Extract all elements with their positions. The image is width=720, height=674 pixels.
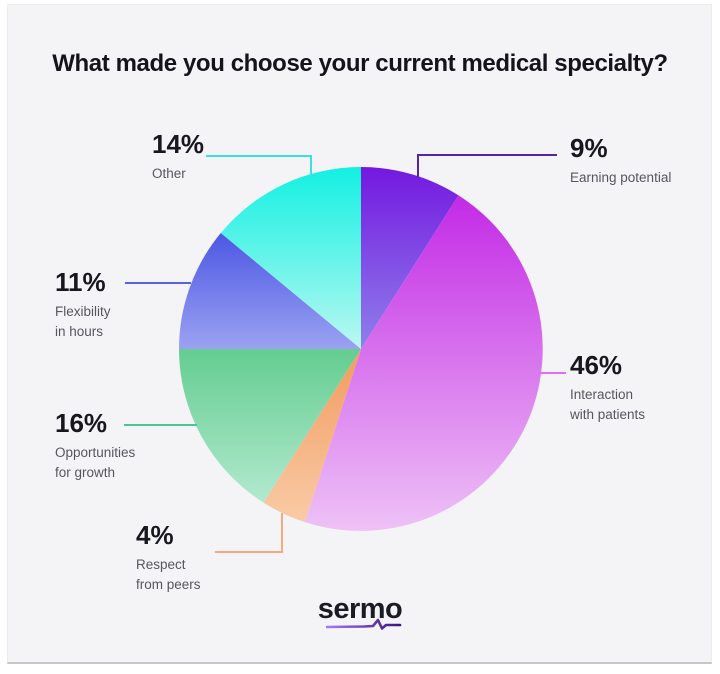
category-label: Opportunities for growth: [55, 445, 136, 480]
percent-label: 11%: [55, 267, 106, 297]
pie-slice-flexibility-in-hours: [179, 233, 361, 349]
category-label: Interaction with patients: [570, 387, 646, 422]
chart-title: What made you choose your current medica…: [52, 50, 668, 77]
percent-label: 4%: [136, 520, 174, 550]
callout-opportunities-for-growth: 16% Opportunities for growth: [55, 410, 135, 483]
pie-chart: [179, 167, 543, 531]
category-label: Other: [152, 166, 186, 181]
sermo-logo: sermo: [317, 593, 403, 625]
category-label: Flexibility in hours: [55, 304, 111, 339]
category-label: Respect from peers: [136, 557, 201, 592]
callout-flexibility-in-hours: 11% Flexibility in hours: [55, 269, 111, 342]
pie-slice-interaction-with-patients: [304, 195, 543, 531]
callout-earning-potential: 9% Earning potential: [570, 135, 671, 188]
pie-slice-respect-from-peers: [263, 349, 361, 523]
callout-other: 14% Other: [152, 131, 204, 184]
callout-interaction-with-patients: 46% Interaction with patients: [570, 352, 645, 425]
percent-label: 16%: [55, 408, 108, 438]
percent-label: 14%: [152, 129, 205, 159]
pie-slice-other: [220, 167, 361, 349]
pulse-underline-icon: [325, 618, 402, 630]
pie-slice-earning-potential: [361, 167, 459, 349]
callout-respect-from-peers: 4% Respect from peers: [136, 522, 201, 595]
category-label: Earning potential: [570, 170, 672, 185]
logo-area: sermo: [0, 593, 720, 630]
percent-label: 9%: [570, 133, 608, 163]
pie-slice-opportunities-for-growth: [179, 349, 361, 503]
percent-label: 46%: [570, 350, 623, 380]
